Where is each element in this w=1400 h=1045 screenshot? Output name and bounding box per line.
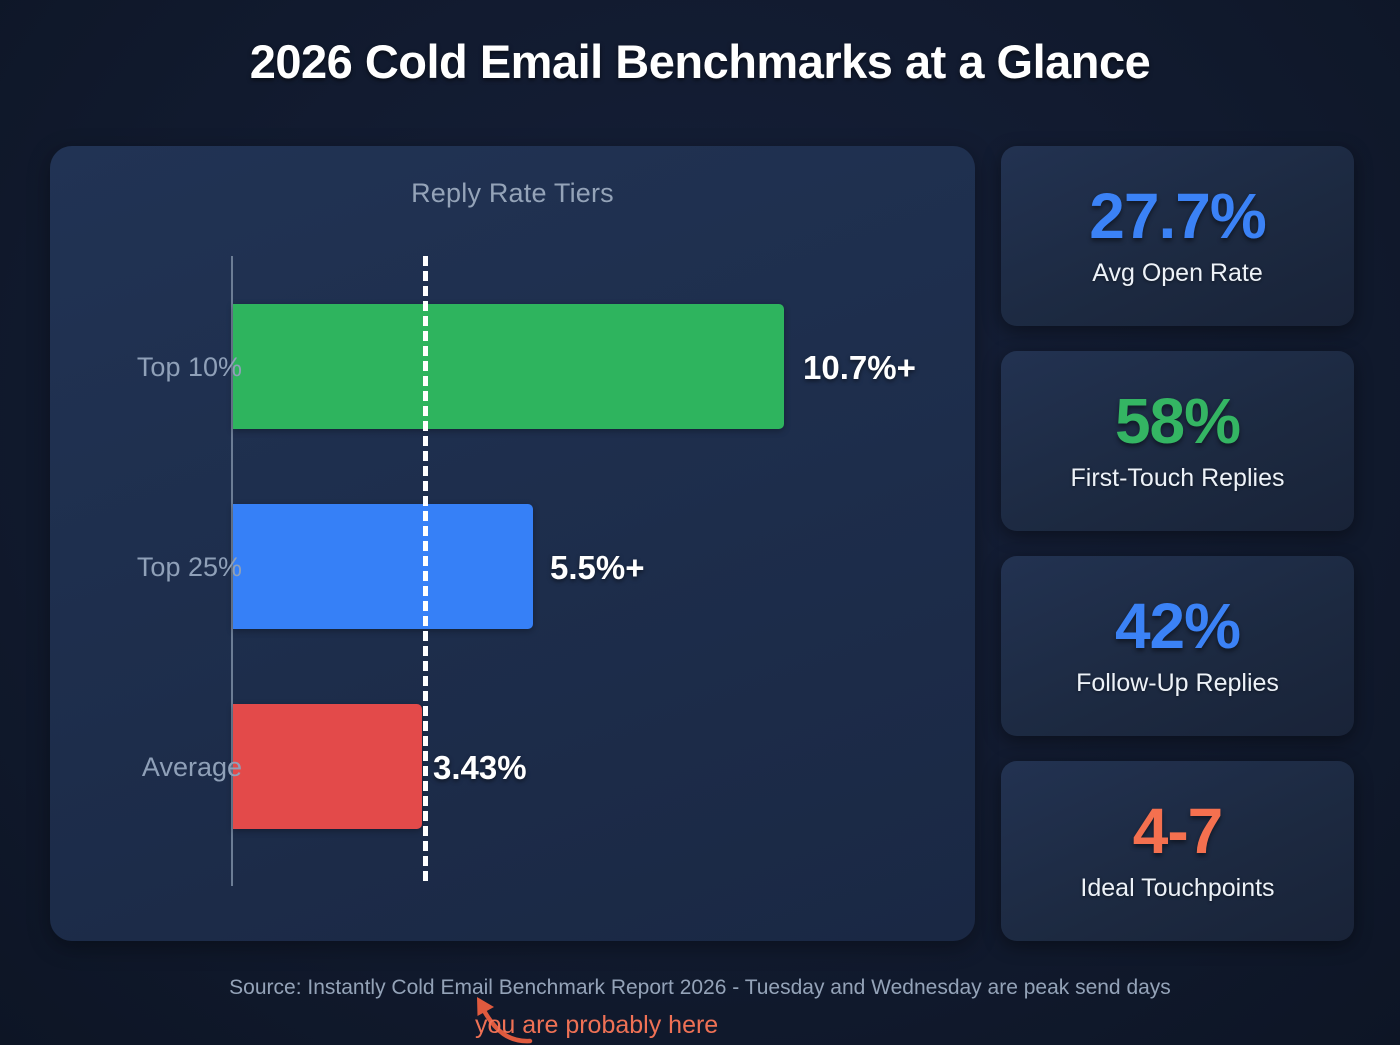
stat-card-avg-open-rate: 27.7% Avg Open Rate — [1001, 146, 1354, 326]
stat-value-follow-up-replies: 42% — [1114, 590, 1241, 663]
stat-label-ideal-touchpoints: Ideal Touchpoints — [1080, 873, 1275, 902]
category-label-top-25: Top 25% — [136, 552, 242, 582]
reference-line-dashed — [423, 256, 428, 881]
stat-card-ideal-touchpoints: 4-7 Ideal Touchpoints — [1001, 761, 1354, 941]
stat-card-follow-up-replies: 42% Follow-Up Replies — [1001, 556, 1354, 736]
value-label-top-10: 10.7%+ — [803, 349, 916, 386]
curved-arrow-icon — [477, 997, 533, 1044]
page-title: 2026 Cold Email Benchmarks at a Glance — [249, 35, 1151, 88]
chart-title: Reply Rate Tiers — [411, 178, 614, 208]
stat-value-ideal-touchpoints: 4-7 — [1132, 795, 1223, 868]
value-label-top-25: 5.5%+ — [550, 549, 645, 586]
category-label-average: Average — [141, 752, 242, 782]
stat-label-avg-open-rate: Avg Open Rate — [1092, 258, 1263, 287]
bar-top-10-percent — [233, 304, 784, 429]
stat-card-list: 27.7% Avg Open Rate 58% First-Touch Repl… — [1001, 146, 1354, 941]
bar-chart-plot: Top 10% Top 25% Average 10.7%+ 5.5%+ 3.4… — [50, 146, 975, 1044]
y-axis-line — [231, 256, 233, 886]
stat-card-first-touch-replies: 58% First-Touch Replies — [1001, 351, 1354, 531]
bar-top-25-percent — [233, 504, 533, 629]
chart-panel: Reply Rate Tiers Top 10% Top 25% Average… — [50, 146, 975, 1044]
stat-label-first-touch-replies: First-Touch Replies — [1070, 463, 1285, 492]
reference-annotation-label: you are probably here — [475, 1011, 719, 1039]
stat-label-follow-up-replies: Follow-Up Replies — [1076, 668, 1279, 697]
source-footnote: Source: Instantly Cold Email Benchmark R… — [229, 976, 1171, 999]
bar-average — [233, 704, 422, 829]
stat-value-first-touch-replies: 58% — [1114, 385, 1241, 458]
category-label-top-10: Top 10% — [136, 352, 242, 382]
stat-value-avg-open-rate: 27.7% — [1089, 180, 1266, 253]
value-label-average: 3.43% — [433, 749, 527, 786]
